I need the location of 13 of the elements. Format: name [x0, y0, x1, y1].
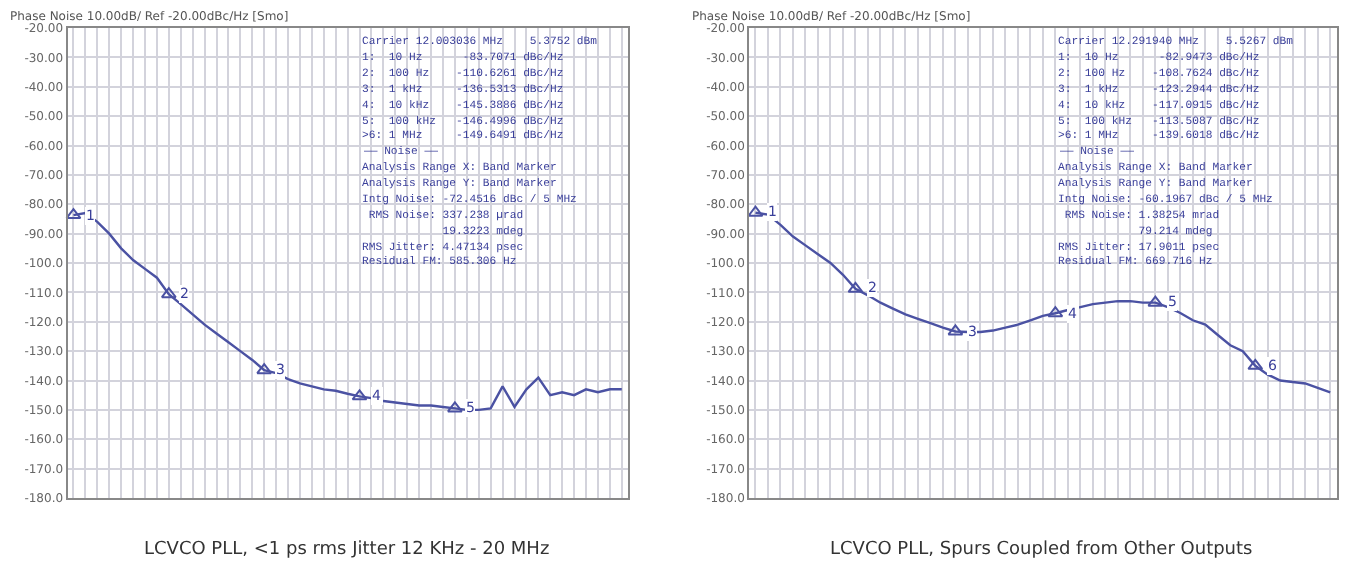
point [65, 208, 82, 220]
text: LCVCO PLL, Spurs Coupled from Other Outputs [830, 540, 1254, 560]
point [847, 281, 864, 293]
point [351, 389, 368, 401]
point [947, 324, 964, 336]
point [1147, 295, 1164, 307]
point [446, 401, 463, 413]
text: LCVCO PLL, <1 ps rms Jitter 12 KHz - 20 MHz [144, 540, 550, 560]
point [1247, 358, 1264, 370]
point [256, 363, 273, 375]
point [1047, 306, 1064, 318]
point [160, 287, 177, 299]
point [747, 205, 764, 217]
